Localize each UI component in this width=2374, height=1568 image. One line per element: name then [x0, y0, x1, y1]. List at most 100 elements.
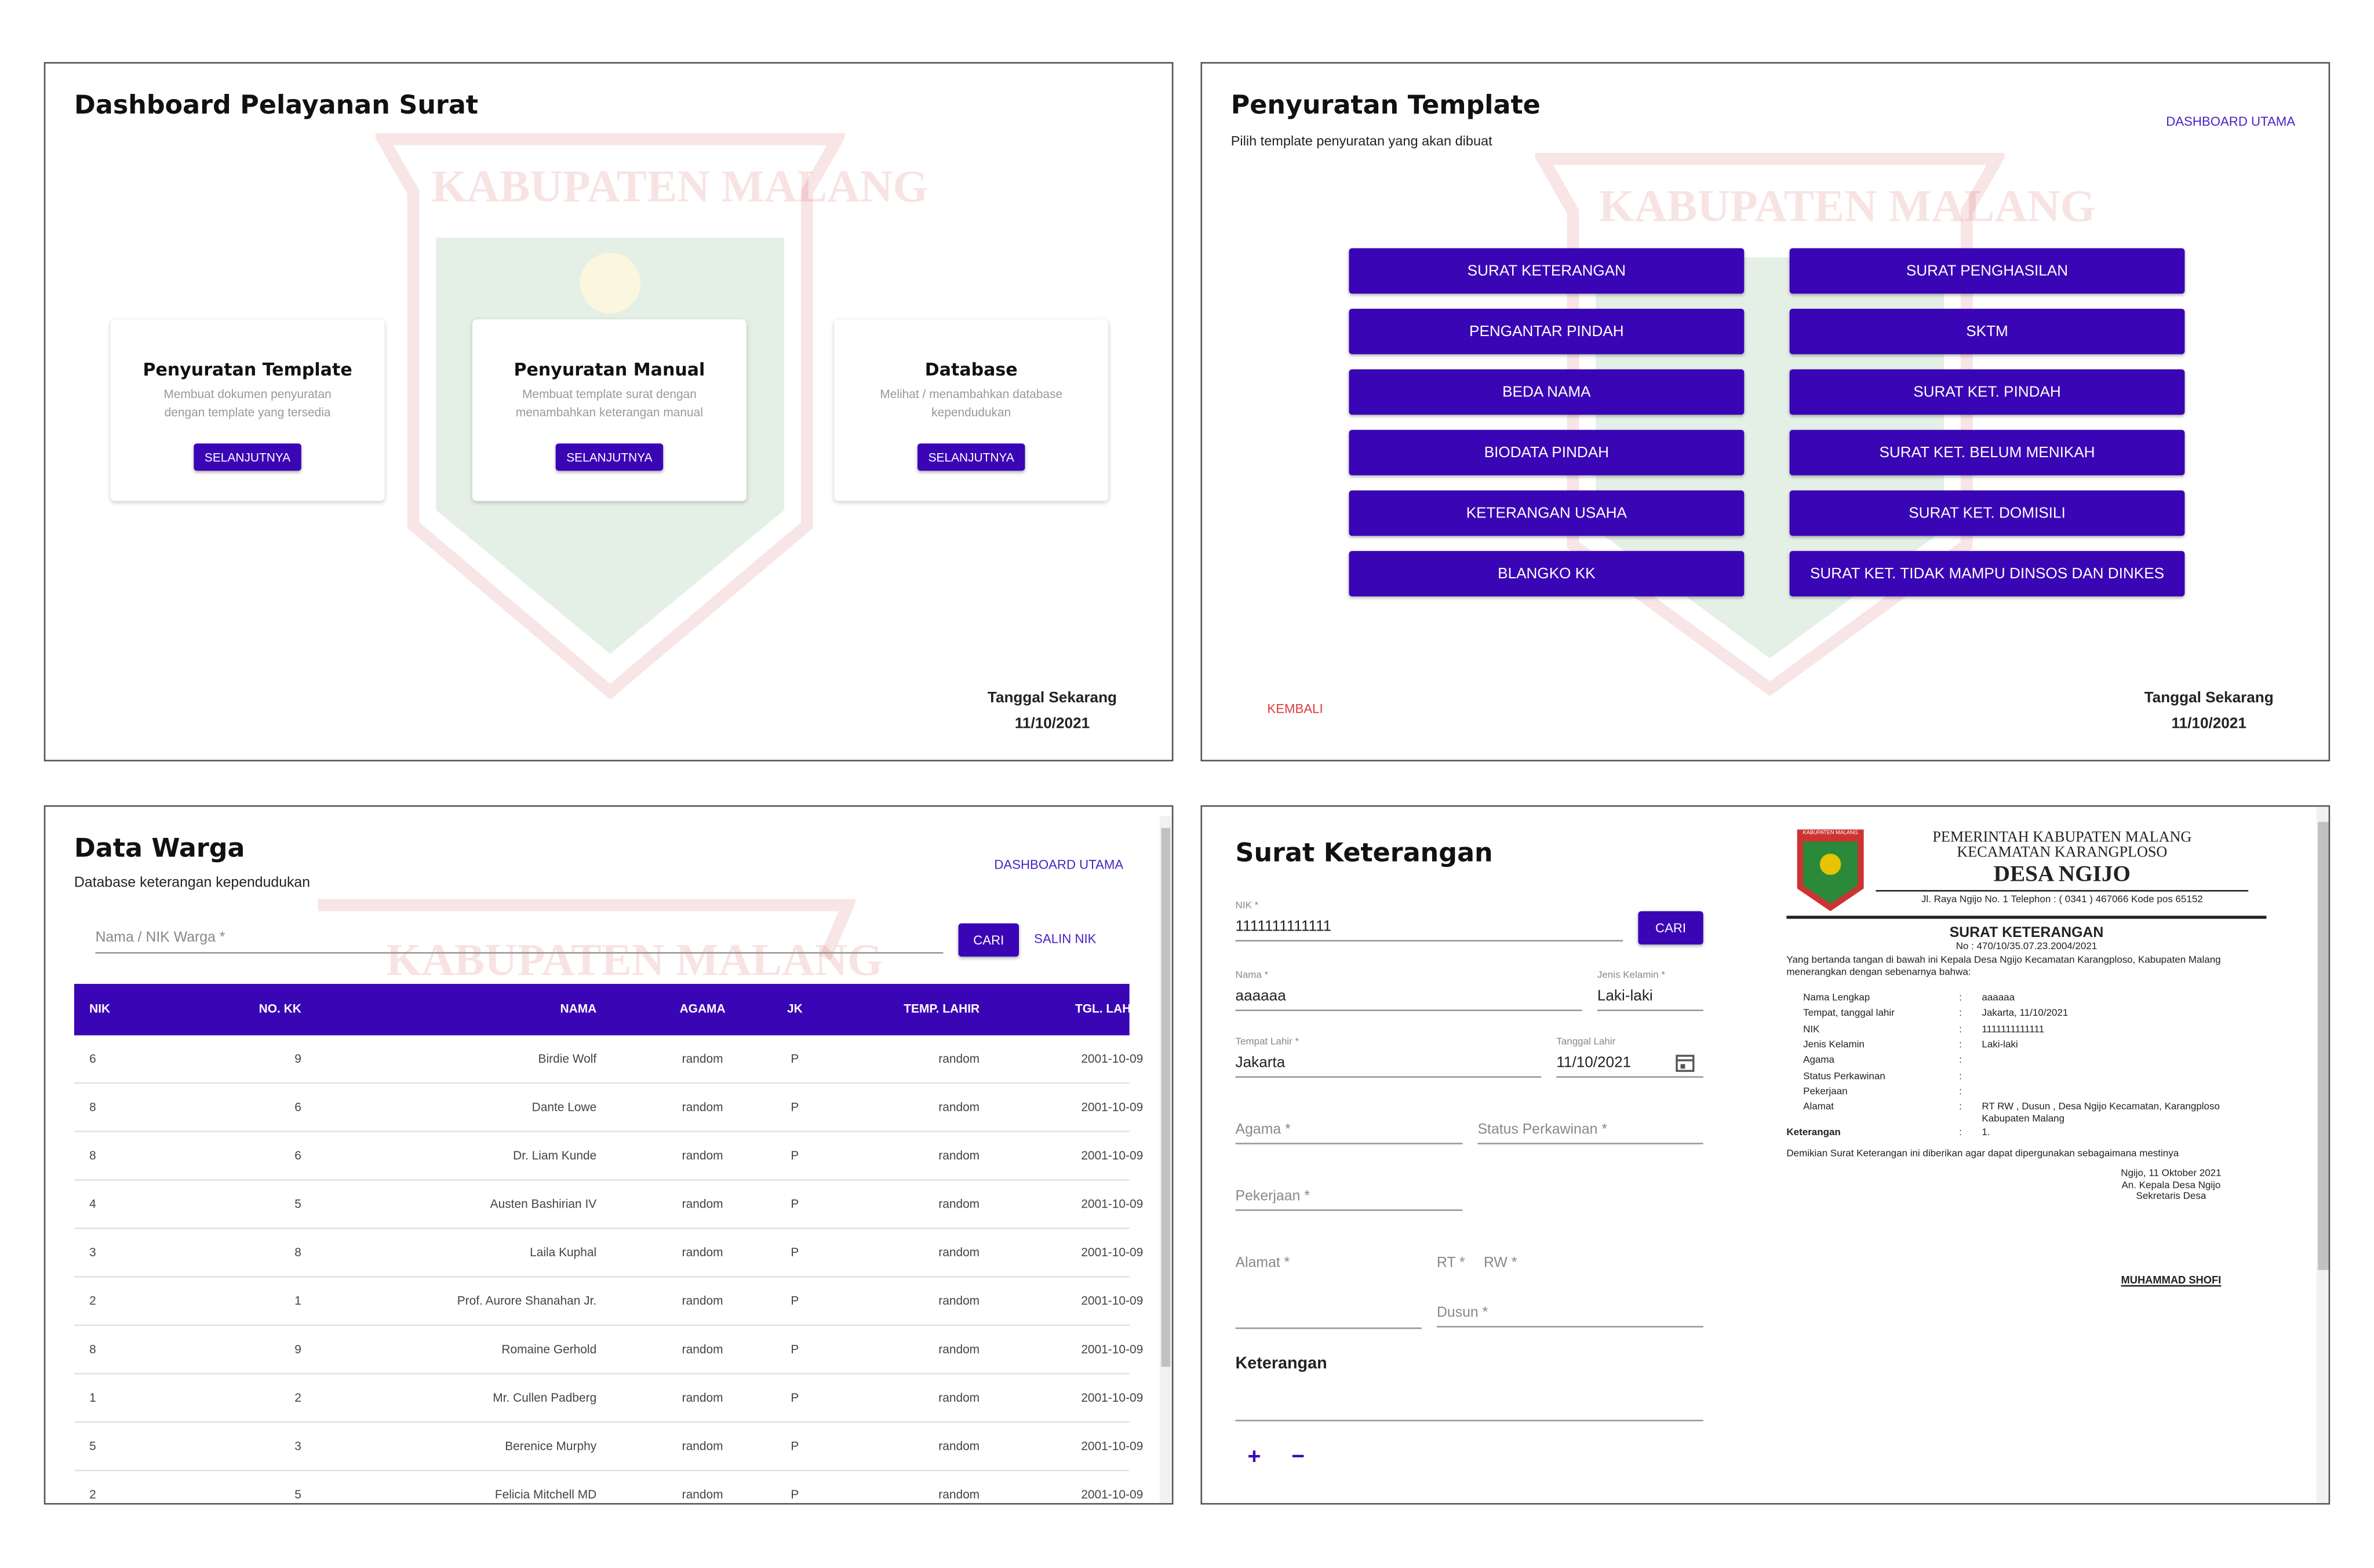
template-button[interactable]: SURAT KET. PINDAH: [1789, 369, 2185, 415]
field-input[interactable]: [1235, 1306, 1422, 1329]
field-input[interactable]: Laki-laki: [1597, 989, 1703, 1011]
table-cell: Dr. Liam Kunde: [513, 1148, 597, 1163]
letter-row-separator: :: [1959, 1128, 1962, 1139]
search-input[interactable]: Nama / NIK Warga *: [95, 929, 944, 954]
table-cell: 2001-10-09: [1081, 1343, 1144, 1356]
letter-row-separator: :: [1959, 1086, 1962, 1097]
letter-text: PEMERINTAH KABUPATEN MALANG: [1932, 829, 2192, 847]
scrollbar-track: [2316, 807, 2329, 1503]
card-button[interactable]: SELANJUTNYA: [194, 443, 301, 471]
field-input[interactable]: Pekerjaan *: [1235, 1188, 1463, 1211]
template-button[interactable]: SURAT PENGHASILAN: [1789, 248, 2185, 294]
table-cell: random: [682, 1197, 723, 1211]
letter-row-value: 1.: [1982, 1128, 1990, 1139]
table-cell: random: [938, 1343, 980, 1356]
table-cell: 1: [89, 1391, 96, 1405]
table-cell: P: [791, 1245, 799, 1260]
nav-link[interactable]: DASHBOARD UTAMA: [994, 856, 1124, 872]
row-divider: [74, 1131, 1130, 1132]
letter-row-separator: :: [1959, 993, 1962, 1004]
letter-row-value: 1111111111111: [1982, 1024, 2045, 1035]
remove-button[interactable]: −: [1291, 1444, 1305, 1470]
letter-logo: [1797, 829, 1864, 911]
template-button[interactable]: KETERANGAN USAHA: [1349, 490, 1745, 536]
template-button[interactable]: BIODATA PINDAH: [1349, 429, 1745, 476]
table-cell: 2001-10-09: [1081, 1148, 1144, 1163]
table-cell: 2001-10-09: [1081, 1100, 1144, 1114]
table-cell: random: [938, 1439, 980, 1453]
letter-row-label: Status Perkawinan: [1803, 1071, 1885, 1082]
field-label: RW *: [1483, 1255, 1517, 1272]
field-input[interactable]: 1111111111111: [1235, 919, 1623, 942]
column-header: NO. KK: [258, 1002, 301, 1016]
letter-rule: [1786, 916, 2267, 919]
row-divider: [74, 1469, 1130, 1472]
field-label: Tanggal Lahir: [1556, 1037, 1616, 1048]
field-label: Alamat *: [1235, 1255, 1290, 1272]
table-cell: random: [938, 1487, 980, 1502]
watermark-shield: [318, 899, 855, 961]
template-button[interactable]: BLANGKO KK: [1349, 550, 1745, 597]
template-button[interactable]: SURAT KET. DOMISILI: [1789, 490, 2185, 536]
card-button[interactable]: SELANJUTNYA: [917, 443, 1025, 471]
letter-row-label: Jenis Kelamin: [1803, 1040, 1865, 1051]
table-cell: 2001-10-09: [1081, 1439, 1144, 1453]
template-button[interactable]: SURAT KETERANGAN: [1349, 248, 1745, 294]
copy-button[interactable]: SALIN NIK: [1034, 931, 1097, 946]
table-cell: random: [938, 1148, 980, 1163]
table-cell: 2: [89, 1487, 96, 1502]
table-cell: random: [682, 1148, 723, 1163]
column-header: NIK: [89, 1002, 111, 1016]
search-button[interactable]: CARI: [958, 923, 1019, 957]
card: Penyuratan Template Membuat dokumen penyu…: [110, 319, 385, 501]
field-input[interactable]: Jakarta: [1235, 1055, 1542, 1078]
field-label: NIK *: [1235, 900, 1259, 911]
table-cell: random: [682, 1439, 723, 1453]
template-button[interactable]: PENGANTAR PINDAH: [1349, 308, 1745, 355]
field-input[interactable]: Dusun *: [1436, 1305, 1703, 1328]
field-input[interactable]: aaaaaa: [1235, 989, 1582, 1011]
template-button[interactable]: SKTM: [1789, 308, 2185, 355]
card-title: Penyuratan Manual: [514, 359, 705, 380]
scrollbar-thumb[interactable]: [2318, 822, 2329, 1270]
template-button[interactable]: SURAT KET. BELUM MENIKAH: [1789, 429, 2185, 476]
field-input[interactable]: 11/10/2021: [1556, 1055, 1703, 1078]
letter-row-label: Keterangan: [1786, 1128, 1841, 1139]
row-divider: [74, 1179, 1130, 1181]
letter-row-separator: :: [1959, 1071, 1962, 1082]
table-cell: random: [682, 1294, 723, 1308]
template-button[interactable]: BEDA NAMA: [1349, 369, 1745, 415]
card-description: Membuat template surat dengan menambahka…: [515, 387, 703, 420]
table-cell: 4: [89, 1197, 96, 1211]
column-header: TEMP. LAHIR: [904, 1002, 980, 1016]
letter-row-value: RT RW , Dusun , Desa Ngijo Kecamatan, Ka…: [1982, 1102, 2220, 1125]
table-cell: 2: [89, 1294, 96, 1308]
nav-link[interactable]: DASHBOARD UTAMA: [2166, 113, 2296, 129]
field-input[interactable]: [1235, 1397, 1703, 1421]
letter-signature: An. Kepala Desa Ngijo: [2121, 1180, 2221, 1191]
letter-number: No : 470/10/35.07.23.2004/2021: [1956, 941, 2098, 953]
search-button[interactable]: CARI: [1638, 911, 1703, 945]
template-button[interactable]: SURAT KET. TIDAK MAMPU DINSOS DAN DINKES: [1789, 550, 2185, 597]
field-label: Tempat Lahir *: [1235, 1037, 1299, 1048]
table-cell: P: [791, 1391, 799, 1405]
back-link[interactable]: KEMBALI: [1267, 701, 1323, 716]
field-input[interactable]: Status Perkawinan *: [1477, 1122, 1703, 1144]
table-cell: 2001-10-09: [1081, 1245, 1144, 1260]
table-cell: random: [682, 1487, 723, 1502]
calendar-icon[interactable]: [1674, 1052, 1696, 1073]
row-divider: [74, 1276, 1130, 1278]
date-label: Tanggal Sekarang: [2144, 690, 2274, 707]
table-cell: Birdie Wolf: [538, 1052, 597, 1066]
subtitle: Database keterangan kependudukan: [74, 874, 311, 892]
letter-text: KECAMATAN KARANGPLOSO: [1957, 844, 2168, 862]
date-label: Tanggal Sekarang: [987, 690, 1117, 707]
field-input[interactable]: Agama *: [1235, 1122, 1463, 1144]
subtitle: Pilih template penyuratan yang akan dibu…: [1230, 133, 1492, 148]
scrollbar-thumb[interactable]: [1161, 827, 1171, 1367]
field-label: Jenis Kelamin *: [1597, 970, 1665, 981]
letter-row-separator: :: [1959, 1008, 1962, 1019]
add-button[interactable]: +: [1247, 1444, 1261, 1470]
card-button[interactable]: SELANJUTNYA: [555, 443, 664, 471]
